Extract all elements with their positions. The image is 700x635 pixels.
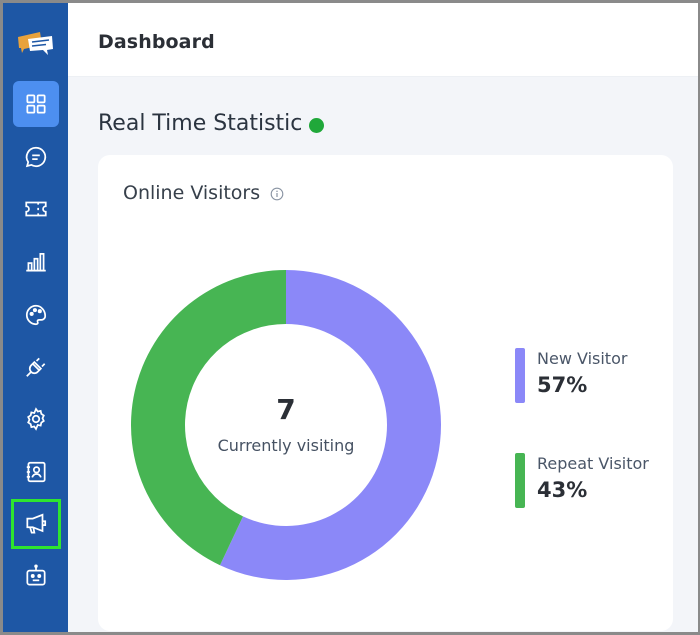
chat-bubbles-logo[interactable] [16,29,56,57]
visitors-donut-chart [131,270,441,580]
plug-icon [26,357,46,377]
section-title: Real Time Statistic [98,111,303,136]
legend-value: 57% [537,373,588,397]
gear-icon [27,407,45,431]
online-visitors-card: Online Visitors 7 Currently visiting New… [98,155,673,631]
bar-chart-icon [26,253,46,272]
legend-name: New Visitor [537,349,628,368]
sidebar-item-reports[interactable] [13,239,59,285]
legend-swatch [515,348,525,403]
sidebar [3,3,68,632]
card-title: Online Visitors [123,182,261,204]
sidebar-item-integrations[interactable] [13,344,59,390]
info-icon[interactable] [270,187,284,201]
palette-icon [25,304,47,326]
sidebar-item-tickets[interactable] [13,186,59,232]
sidebar-item-settings[interactable] [13,396,59,442]
grid-icon [26,94,46,114]
contacts-icon [26,461,46,483]
sidebar-item-appearance[interactable] [13,292,59,338]
page-title: Dashboard [98,31,215,53]
donut-slice-new-visitor [220,270,441,580]
chat-icon [25,146,47,168]
legend-name: Repeat Visitor [537,454,649,473]
legend-value: 43% [537,478,588,502]
donut-center-value: 7 [276,393,296,426]
live-status-indicator [309,118,324,133]
donut-center-label: Currently visiting [217,436,355,455]
sidebar-item-chat[interactable] [13,134,59,180]
legend-swatch [515,453,525,508]
top-header: Dashboard [68,3,698,77]
sidebar-item-campaigns[interactable] [11,499,61,549]
megaphone-icon [26,513,47,534]
sidebar-item-bot[interactable] [13,553,59,599]
bot-icon [26,564,46,586]
sidebar-item-dashboard[interactable] [13,81,59,127]
sidebar-item-contacts[interactable] [13,449,59,495]
donut-slice-repeat-visitor [131,270,286,566]
ticket-icon [25,201,47,217]
